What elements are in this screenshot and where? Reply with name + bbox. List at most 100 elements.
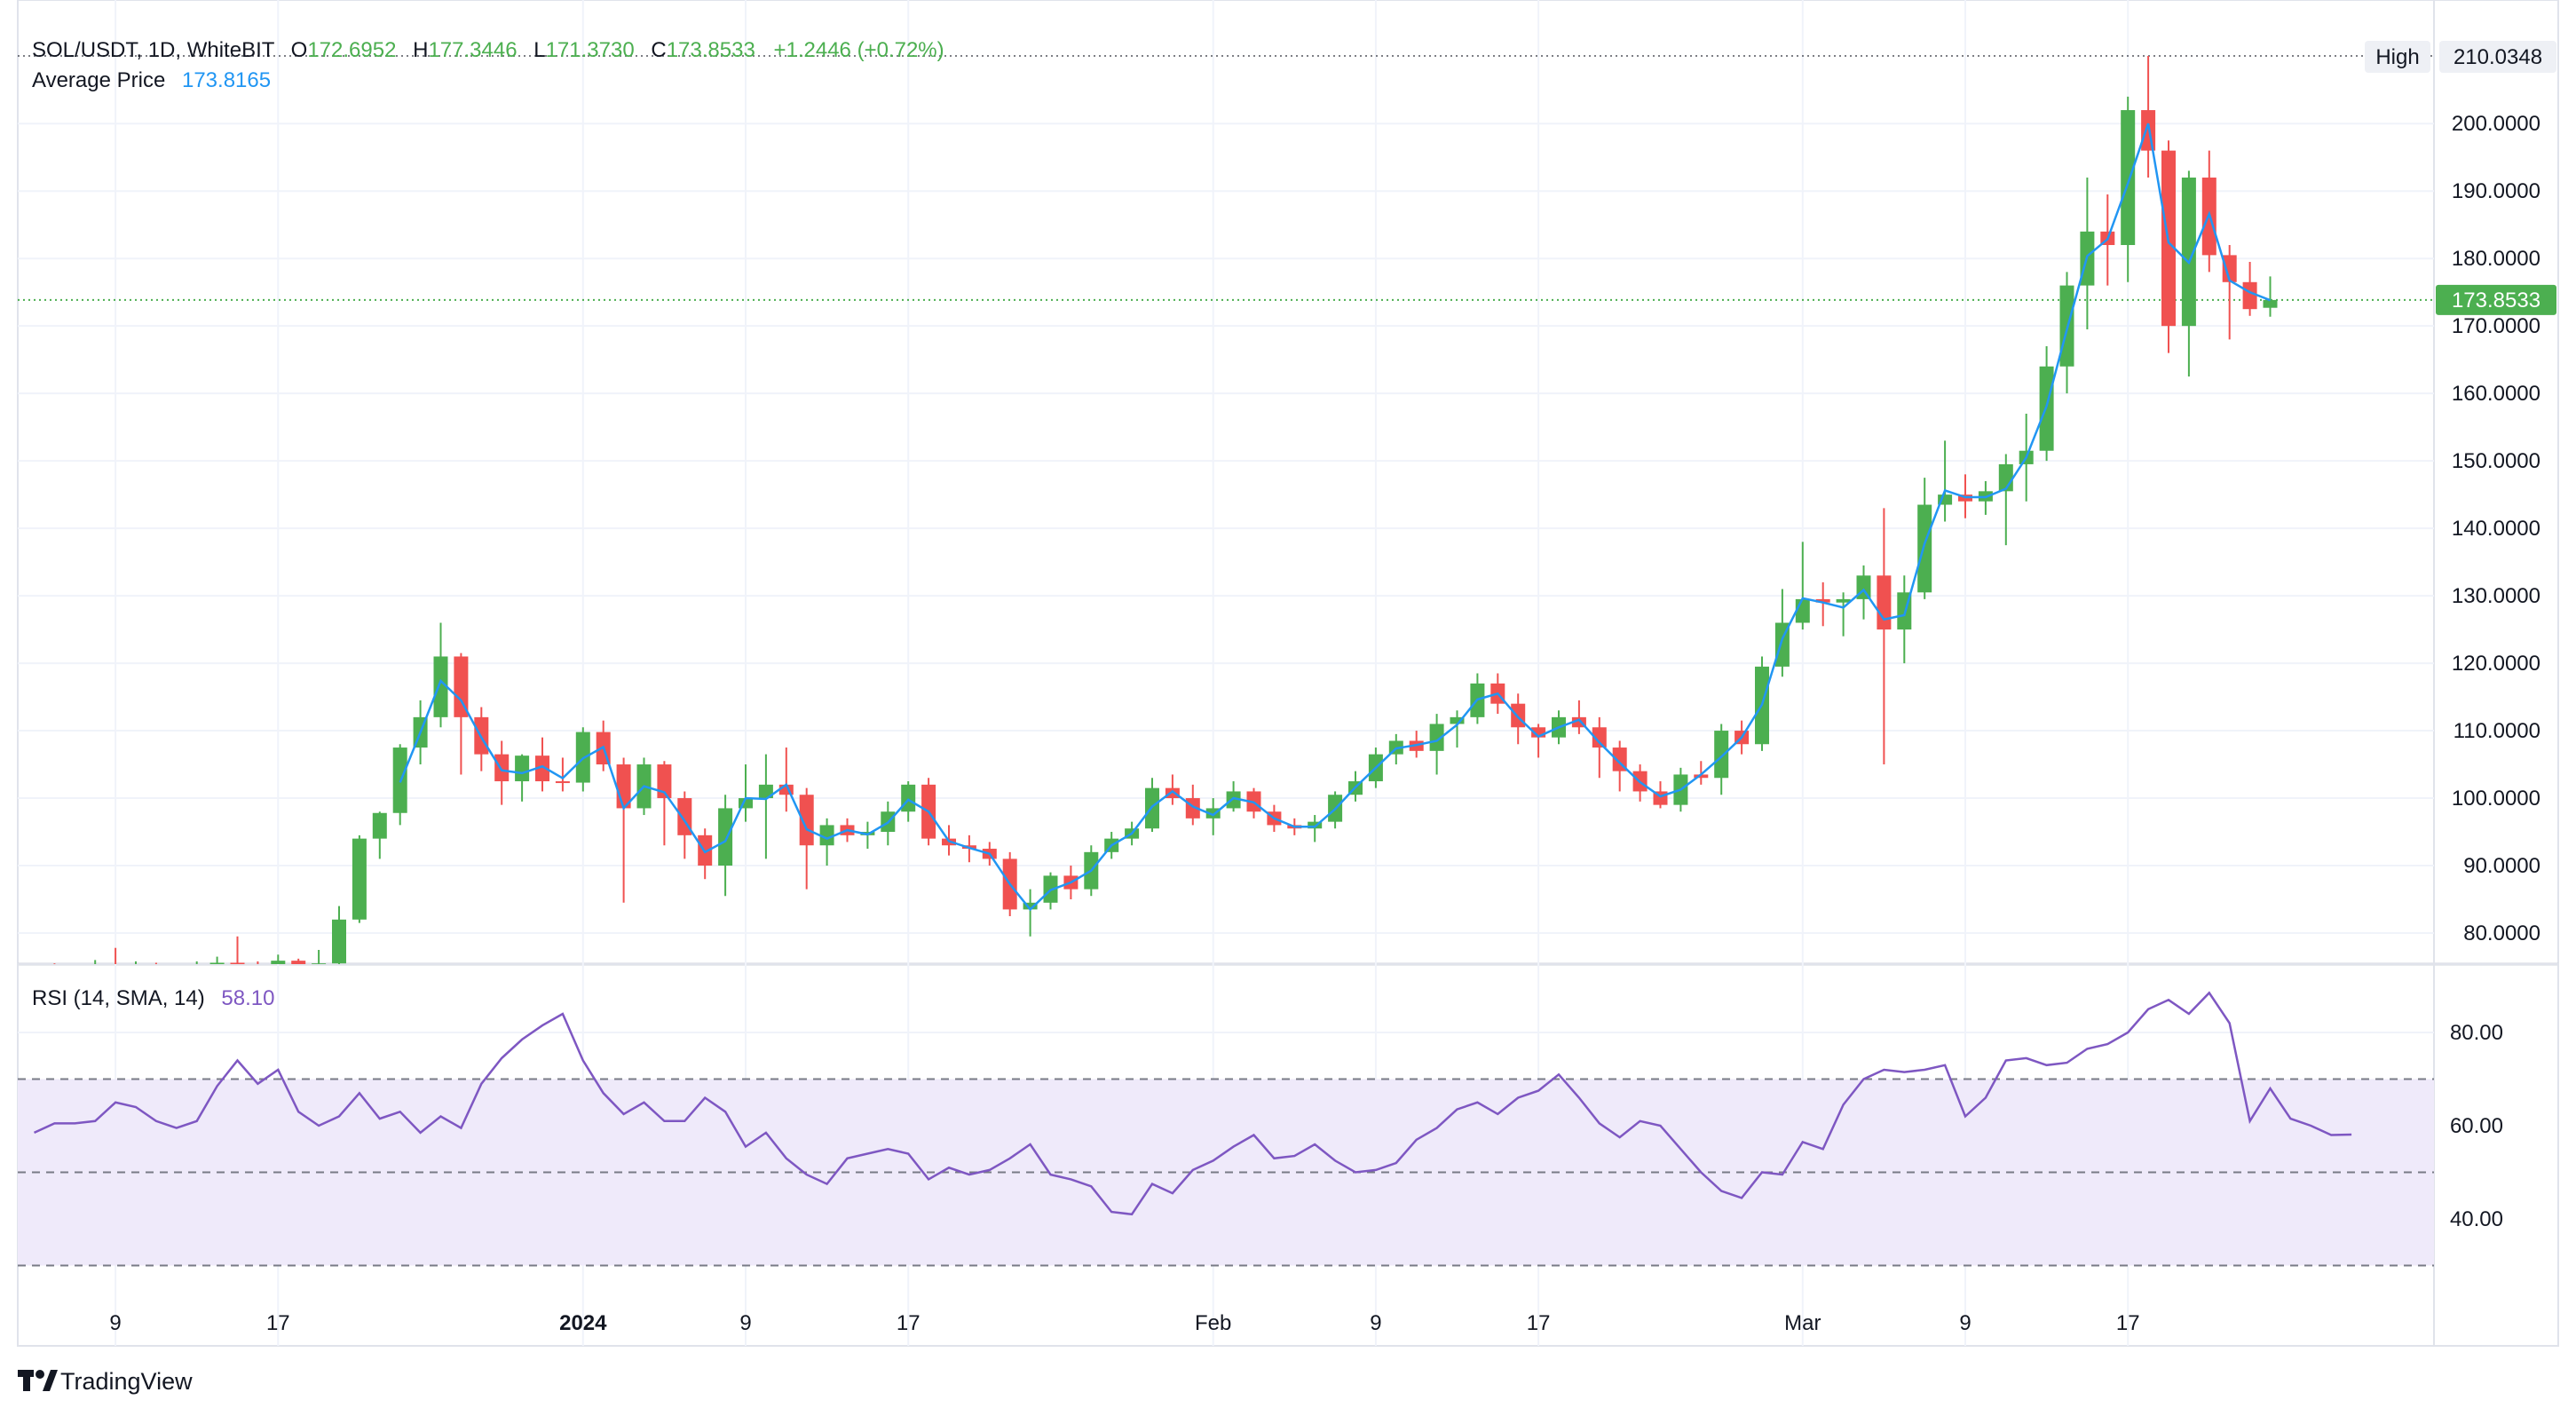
candle-body <box>778 784 794 795</box>
ohlc-legend: SOL/USDT, 1D, WhiteBIT O172.6952 H177.34… <box>32 38 944 92</box>
price-tick-label: 90.0000 <box>2463 854 2540 878</box>
candle-body <box>535 755 549 782</box>
time-tick-label: 9 <box>109 1311 121 1335</box>
high-value-box <box>2439 41 2556 73</box>
tradingview-logo-icon <box>18 1370 58 1391</box>
symbol-title: SOL/USDT, 1D, WhiteBIT <box>32 38 275 62</box>
candle-body <box>1694 774 1709 779</box>
candle-body <box>555 781 570 784</box>
price-tick-label: 110.0000 <box>2454 719 2540 743</box>
price-tick-label: 140.0000 <box>2452 517 2540 541</box>
candle-body <box>799 795 814 846</box>
candle-body <box>1592 727 1607 748</box>
candle-body <box>1714 731 1729 779</box>
candle-body <box>149 967 163 977</box>
candle-body <box>1226 791 1241 809</box>
low-label: L <box>533 38 545 62</box>
candle-body <box>1571 716 1586 728</box>
candles <box>28 55 2278 977</box>
open-value: 172.6952 <box>307 38 396 62</box>
time-tick-label: Feb <box>1195 1311 1231 1335</box>
candle-body <box>2242 281 2257 310</box>
price-tick-label: 200.0000 <box>2452 112 2540 136</box>
tradingview-logo[interactable]: TradingView <box>18 1368 193 1395</box>
candle-body <box>291 961 306 964</box>
rsi-label: RSI (14, SMA, 14) <box>32 986 205 1010</box>
rsi-legend-text: RSI (14, SMA, 14) 58.10 <box>32 986 274 1010</box>
candle-body <box>739 798 753 809</box>
candle-body <box>352 838 367 920</box>
average-price-label: Average Price <box>32 68 165 92</box>
candle-body <box>250 969 265 974</box>
average-price-legend: Average Price 173.8165 <box>32 68 271 92</box>
candle-body <box>28 969 42 970</box>
candle-body <box>1531 727 1546 738</box>
price-tick-label: 150.0000 <box>2452 449 2540 473</box>
rsi-value: 58.10 <box>221 986 274 1010</box>
candle-body <box>372 812 387 839</box>
candle-body <box>1205 808 1221 819</box>
candle-body <box>230 962 245 964</box>
candle-body <box>1938 494 1953 505</box>
time-tick-label: 9 <box>1959 1311 1971 1335</box>
last-price-box <box>2436 284 2556 315</box>
candle-body <box>88 966 102 969</box>
price-tick-label: 170.0000 <box>2452 314 2540 338</box>
price-tick-label: 100.0000 <box>2452 787 2540 811</box>
candle-body <box>2263 299 2278 308</box>
candle-body <box>67 969 82 972</box>
rsi-level-lines <box>18 1078 2434 1267</box>
candle-body <box>494 754 510 782</box>
candle-body <box>170 974 184 977</box>
candle-body <box>129 967 143 969</box>
price-pane-border <box>17 0 2559 965</box>
rsi-tick-label: 40.00 <box>2450 1207 2503 1231</box>
rsi-legend: RSI (14, SMA, 14) 58.10 <box>32 986 274 1010</box>
candle-body <box>1429 724 1444 751</box>
candle-body <box>1795 598 1810 623</box>
price-axis[interactable]: 200.0000 190.0000 180.0000 170.0000 160.0000… <box>2452 112 2540 945</box>
time-tick-label: 9 <box>739 1311 751 1335</box>
rsi-axis[interactable]: 80.00 60.00 40.00 <box>2450 1021 2503 1231</box>
candle-body <box>657 764 672 799</box>
high-marker: High 210.0348 <box>2365 41 2556 73</box>
rsi-tick-label: 80.00 <box>2450 1021 2503 1045</box>
candle-body <box>433 656 448 717</box>
time-tick-label: 17 <box>2116 1311 2140 1335</box>
time-tick-label: Mar <box>1784 1311 1821 1335</box>
candle-body <box>819 825 834 846</box>
average-price-line <box>399 123 2271 912</box>
candle-body <box>2222 255 2237 282</box>
candle-body <box>1836 598 1851 603</box>
price-tick-label: 130.0000 <box>2452 584 2540 608</box>
tradingview-wordmark: TradingView <box>60 1368 193 1395</box>
price-tick-label: 80.0000 <box>2463 922 2540 945</box>
candle-body <box>1023 902 1038 910</box>
candle-body <box>901 784 916 812</box>
candle-body <box>2121 110 2136 246</box>
high-value-legend: 177.3446 <box>428 38 517 62</box>
candle-body <box>332 919 346 964</box>
high-value: 210.0348 <box>2454 45 2542 69</box>
time-tick-label: 17 <box>897 1311 921 1335</box>
candle-body <box>718 808 733 866</box>
candle-body <box>1308 821 1323 829</box>
time-tick-label: 2024 <box>559 1311 607 1335</box>
rsi-line <box>33 991 2352 1216</box>
close-value: 173.8533 <box>667 38 755 62</box>
open-label: O <box>291 38 308 62</box>
time-tick-label: 9 <box>1370 1311 1381 1335</box>
candle-body <box>1165 787 1180 799</box>
candle-body <box>47 969 61 973</box>
average-price-value: 173.8165 <box>182 68 271 92</box>
time-tick-label: 17 <box>1527 1311 1551 1335</box>
high-label-box <box>2365 41 2430 73</box>
high-label-legend: H <box>413 38 428 62</box>
rsi-tick-label: 60.00 <box>2450 1114 2503 1138</box>
price-tick-label: 160.0000 <box>2452 382 2540 406</box>
candle-body <box>2181 178 2196 327</box>
time-axis[interactable]: Dec9172024917Feb917Mar917 <box>0 1311 2140 1335</box>
candle-body <box>454 656 469 717</box>
candle-body <box>312 963 327 964</box>
